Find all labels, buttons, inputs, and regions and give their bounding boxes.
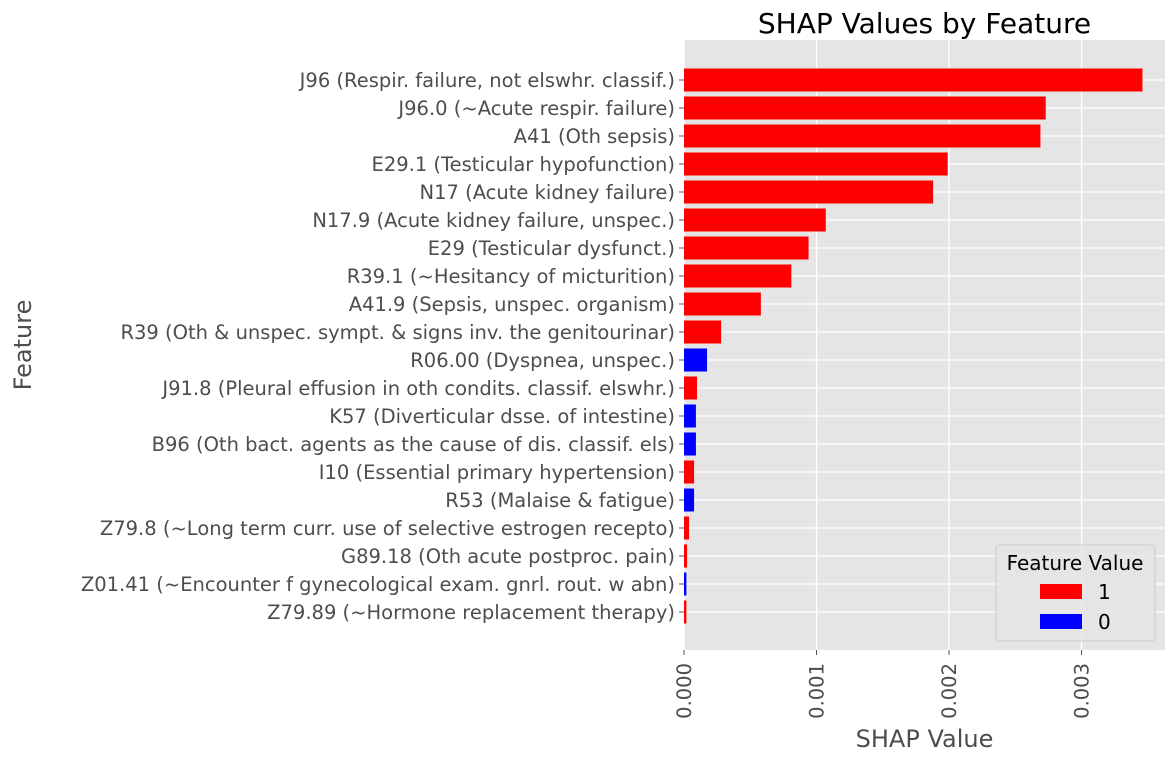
bar bbox=[684, 376, 697, 400]
legend-swatch bbox=[1040, 584, 1082, 599]
y-tick-label: A41 (Oth sepsis) bbox=[514, 125, 675, 148]
bar bbox=[684, 320, 722, 344]
y-tick-label: N17 (Acute kidney failure) bbox=[419, 181, 675, 204]
bar bbox=[684, 124, 1041, 148]
bar bbox=[684, 544, 688, 568]
y-tick-label: R06.00 (Dyspnea, unspec.) bbox=[410, 349, 675, 372]
y-tick-label: J96.0 (~Acute respir. failure) bbox=[396, 97, 675, 120]
x-tick-label: 0.003 bbox=[1071, 663, 1094, 719]
chart-title: SHAP Values by Feature bbox=[758, 7, 1091, 40]
y-tick-label: A41.9 (Sepsis, unspec. organism) bbox=[349, 293, 675, 316]
legend-swatch bbox=[1040, 614, 1082, 629]
bar bbox=[684, 600, 687, 624]
x-tick-label: 0.002 bbox=[938, 663, 961, 719]
y-tick-label: E29.1 (Testicular hypofunction) bbox=[372, 153, 676, 176]
bar bbox=[684, 264, 792, 288]
bar bbox=[684, 236, 809, 260]
x-tick-label: 0.000 bbox=[673, 663, 696, 719]
bar bbox=[684, 460, 695, 484]
y-tick-label: R53 (Malaise & fatigue) bbox=[445, 489, 675, 512]
y-tick-label: Z79.8 (~Long term curr. use of selective… bbox=[100, 517, 675, 540]
bar bbox=[684, 432, 696, 456]
y-tick-label: G89.18 (Oth acute postproc. pain) bbox=[341, 545, 675, 568]
legend-label: 1 bbox=[1098, 580, 1111, 604]
y-tick-label: E29 (Testicular dysfunct.) bbox=[428, 237, 675, 260]
y-tick-label: J96 (Respir. failure, not elswhr. classi… bbox=[298, 69, 675, 92]
bar bbox=[684, 516, 690, 540]
bar bbox=[684, 152, 948, 176]
bar bbox=[684, 348, 708, 372]
y-axis-label: Feature bbox=[9, 300, 37, 391]
bar bbox=[684, 488, 695, 512]
y-tick-label: N17.9 (Acute kidney failure, unspec.) bbox=[312, 209, 675, 232]
bar bbox=[684, 292, 761, 316]
bar bbox=[684, 96, 1046, 120]
y-tick-label: R39.1 (~Hesitancy of micturition) bbox=[347, 265, 675, 288]
bar bbox=[684, 208, 826, 232]
x-axis-label: SHAP Value bbox=[856, 725, 994, 753]
legend-title: Feature Value bbox=[1007, 551, 1144, 575]
y-tick-label: J91.8 (Pleural effusion in oth condits. … bbox=[160, 377, 675, 400]
y-tick-label: B96 (Oth bact. agents as the cause of di… bbox=[152, 433, 675, 456]
bar bbox=[684, 68, 1143, 92]
x-tick-label: 0.001 bbox=[806, 663, 829, 719]
y-tick-label: Z01.41 (~Encounter f gynecological exam.… bbox=[81, 573, 675, 596]
y-tick-label: R39 (Oth & unspec. sympt. & signs inv. t… bbox=[120, 321, 675, 344]
y-tick-label: Z79.89 (~Hormone replacement therapy) bbox=[267, 601, 675, 624]
legend-label: 0 bbox=[1098, 610, 1111, 634]
bar bbox=[684, 404, 696, 428]
bar bbox=[684, 572, 687, 596]
y-tick-label: I10 (Essential primary hypertension) bbox=[319, 461, 675, 484]
y-tick-label: K57 (Diverticular dsse. of intestine) bbox=[329, 405, 675, 428]
bar bbox=[684, 180, 934, 204]
